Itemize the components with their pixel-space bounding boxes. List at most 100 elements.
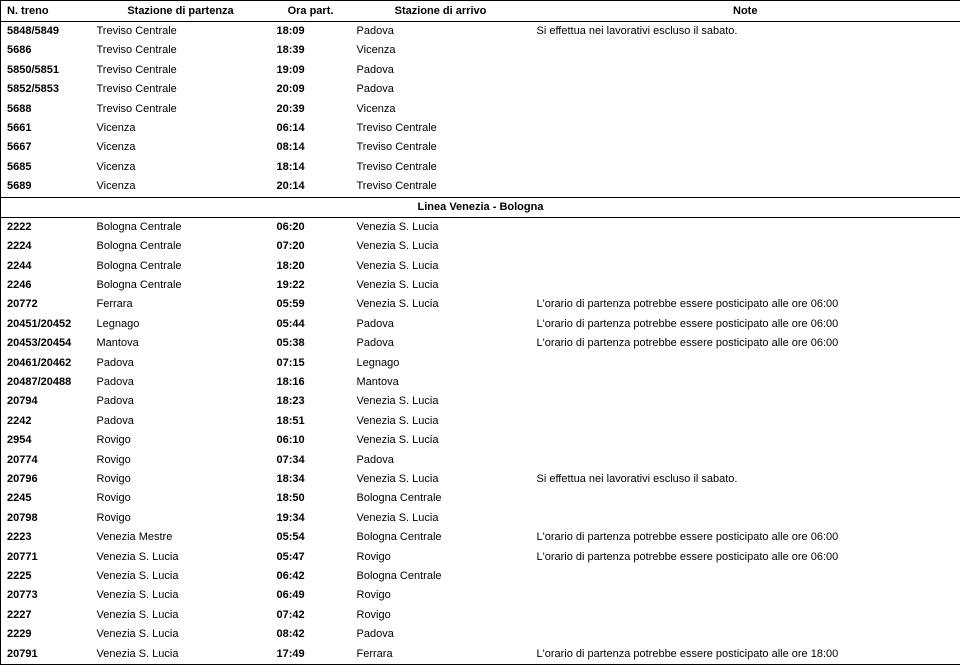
cell-treno: 5848/5849 bbox=[1, 22, 91, 42]
cell-note bbox=[531, 138, 960, 157]
cell-ora: 19:34 bbox=[271, 509, 351, 528]
cell-treno: 2225 bbox=[1, 567, 91, 586]
table-row: 5689Vicenza20:14Treviso Centrale bbox=[1, 177, 960, 197]
cell-treno: 20774 bbox=[1, 451, 91, 470]
cell-treno: 5685 bbox=[1, 158, 91, 177]
cell-arrivo: Venezia S. Lucia bbox=[351, 470, 531, 489]
cell-partenza: Treviso Centrale bbox=[91, 61, 271, 80]
cell-ora: 20:09 bbox=[271, 80, 351, 99]
cell-treno: 2222 bbox=[1, 217, 91, 237]
cell-arrivo: Padova bbox=[351, 80, 531, 99]
cell-arrivo: Treviso Centrale bbox=[351, 158, 531, 177]
cell-ora: 05:59 bbox=[271, 295, 351, 314]
cell-treno: 20773 bbox=[1, 586, 91, 605]
cell-treno: 20791 bbox=[1, 645, 91, 665]
cell-arrivo: Padova bbox=[351, 334, 531, 353]
table-row: 20487/20488Padova18:16Mantova bbox=[1, 373, 960, 392]
cell-partenza: Rovigo bbox=[91, 489, 271, 508]
table-row: 2229Venezia S. Lucia08:42Padova bbox=[1, 625, 960, 644]
cell-arrivo: Treviso Centrale bbox=[351, 119, 531, 138]
cell-ora: 07:34 bbox=[271, 451, 351, 470]
cell-ora: 08:42 bbox=[271, 625, 351, 644]
cell-ora: 07:15 bbox=[271, 354, 351, 373]
table-row: 5661Vicenza06:14Treviso Centrale bbox=[1, 119, 960, 138]
cell-ora: 06:20 bbox=[271, 217, 351, 237]
cell-ora: 18:50 bbox=[271, 489, 351, 508]
cell-treno: 5689 bbox=[1, 177, 91, 197]
table-row: 2222Bologna Centrale06:20Venezia S. Luci… bbox=[1, 217, 960, 237]
cell-note bbox=[531, 41, 960, 60]
table-row: 5688Treviso Centrale20:39Vicenza bbox=[1, 100, 960, 119]
cell-note bbox=[531, 217, 960, 237]
cell-partenza: Treviso Centrale bbox=[91, 22, 271, 42]
cell-partenza: Padova bbox=[91, 412, 271, 431]
cell-note bbox=[531, 373, 960, 392]
cell-arrivo: Rovigo bbox=[351, 586, 531, 605]
cell-partenza: Bologna Centrale bbox=[91, 257, 271, 276]
cell-note: L'orario di partenza potrebbe essere pos… bbox=[531, 334, 960, 353]
cell-partenza: Padova bbox=[91, 373, 271, 392]
cell-note bbox=[531, 119, 960, 138]
col-header-ora: Ora part. bbox=[271, 1, 351, 22]
cell-treno: 2242 bbox=[1, 412, 91, 431]
cell-partenza: Treviso Centrale bbox=[91, 100, 271, 119]
cell-treno: 2227 bbox=[1, 606, 91, 625]
cell-ora: 18:09 bbox=[271, 22, 351, 42]
cell-arrivo: Vicenza bbox=[351, 100, 531, 119]
cell-note bbox=[531, 237, 960, 256]
cell-note bbox=[531, 158, 960, 177]
table-row: 2227Venezia S. Lucia07:42Rovigo bbox=[1, 606, 960, 625]
table-row: 2223Venezia Mestre05:54Bologna CentraleL… bbox=[1, 528, 960, 547]
cell-note bbox=[531, 489, 960, 508]
cell-ora: 05:44 bbox=[271, 315, 351, 334]
cell-arrivo: Venezia S. Lucia bbox=[351, 237, 531, 256]
cell-treno: 20798 bbox=[1, 509, 91, 528]
table-row: 2954Rovigo06:10Venezia S. Lucia bbox=[1, 431, 960, 450]
cell-partenza: Bologna Centrale bbox=[91, 276, 271, 295]
cell-arrivo: Venezia S. Lucia bbox=[351, 392, 531, 411]
table-row: 20772Ferrara05:59Venezia S. LuciaL'orari… bbox=[1, 295, 960, 314]
cell-arrivo: Bologna Centrale bbox=[351, 528, 531, 547]
cell-partenza: Rovigo bbox=[91, 431, 271, 450]
cell-ora: 18:23 bbox=[271, 392, 351, 411]
cell-ora: 06:14 bbox=[271, 119, 351, 138]
cell-note bbox=[531, 257, 960, 276]
cell-ora: 06:42 bbox=[271, 567, 351, 586]
table-row: 5686Treviso Centrale18:39Vicenza bbox=[1, 41, 960, 60]
cell-arrivo: Legnago bbox=[351, 354, 531, 373]
cell-ora: 05:54 bbox=[271, 528, 351, 547]
cell-partenza: Rovigo bbox=[91, 509, 271, 528]
cell-ora: 18:16 bbox=[271, 373, 351, 392]
cell-ora: 07:20 bbox=[271, 237, 351, 256]
cell-ora: 19:09 bbox=[271, 61, 351, 80]
cell-note: L'orario di partenza potrebbe essere pos… bbox=[531, 528, 960, 547]
cell-note bbox=[531, 431, 960, 450]
cell-ora: 20:39 bbox=[271, 100, 351, 119]
cell-partenza: Legnago bbox=[91, 315, 271, 334]
cell-ora: 17:49 bbox=[271, 645, 351, 665]
col-header-arrivo: Stazione di arrivo bbox=[351, 1, 531, 22]
table-row: 20774Rovigo07:34Padova bbox=[1, 451, 960, 470]
table-row: 2244Bologna Centrale18:20Venezia S. Luci… bbox=[1, 257, 960, 276]
cell-arrivo: Venezia S. Lucia bbox=[351, 431, 531, 450]
cell-ora: 06:10 bbox=[271, 431, 351, 450]
cell-treno: 2244 bbox=[1, 257, 91, 276]
cell-partenza: Venezia S. Lucia bbox=[91, 586, 271, 605]
cell-ora: 06:49 bbox=[271, 586, 351, 605]
cell-arrivo: Mantova bbox=[351, 373, 531, 392]
table-row: 2245Rovigo18:50Bologna Centrale bbox=[1, 489, 960, 508]
table-row: 20796Rovigo18:34Venezia S. LuciaSi effet… bbox=[1, 470, 960, 489]
cell-note: L'orario di partenza potrebbe essere pos… bbox=[531, 295, 960, 314]
cell-partenza: Mantova bbox=[91, 334, 271, 353]
cell-arrivo: Padova bbox=[351, 61, 531, 80]
cell-note bbox=[531, 392, 960, 411]
cell-ora: 08:14 bbox=[271, 138, 351, 157]
cell-arrivo: Bologna Centrale bbox=[351, 567, 531, 586]
cell-partenza: Treviso Centrale bbox=[91, 41, 271, 60]
cell-note: Si effettua nei lavorativi escluso il sa… bbox=[531, 470, 960, 489]
cell-ora: 20:14 bbox=[271, 177, 351, 197]
table-body: 5848/5849Treviso Centrale18:09PadovaSi e… bbox=[1, 22, 960, 665]
table-row: 20771Venezia S. Lucia05:47RovigoL'orario… bbox=[1, 548, 960, 567]
table-row: 2225Venezia S. Lucia06:42Bologna Central… bbox=[1, 567, 960, 586]
cell-treno: 5850/5851 bbox=[1, 61, 91, 80]
